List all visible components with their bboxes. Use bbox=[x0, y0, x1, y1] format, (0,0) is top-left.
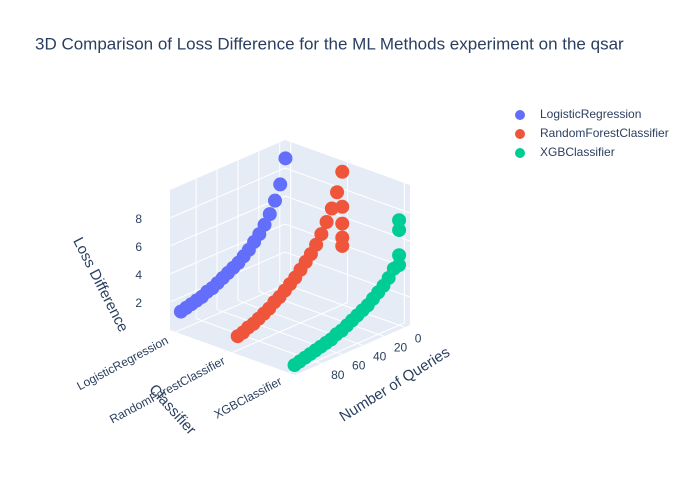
point bbox=[335, 216, 350, 231]
x-tick-label: 0 bbox=[415, 331, 422, 345]
legend-marker bbox=[515, 148, 525, 158]
x-tick-label: 40 bbox=[373, 350, 387, 364]
point bbox=[335, 164, 350, 179]
category-tick-label: XGBClassifier bbox=[212, 374, 285, 421]
point bbox=[273, 177, 288, 192]
point bbox=[319, 214, 334, 229]
x-tick-label: 80 bbox=[331, 368, 345, 382]
point bbox=[173, 304, 188, 319]
point bbox=[262, 207, 277, 222]
grid-line bbox=[232, 302, 348, 353]
legend-marker bbox=[515, 129, 525, 139]
z-tick-label: 8 bbox=[135, 212, 142, 226]
point bbox=[335, 238, 350, 253]
point bbox=[330, 185, 345, 200]
x-tick-label: 60 bbox=[352, 359, 366, 373]
point bbox=[324, 201, 339, 216]
legend-label: LogisticRegression bbox=[540, 107, 641, 121]
chart-title: 3D Comparison of Loss Difference for the… bbox=[35, 34, 624, 53]
left-wall bbox=[170, 140, 285, 330]
grid-line bbox=[169, 195, 286, 247]
z-tick-label: 4 bbox=[135, 268, 142, 282]
point bbox=[335, 199, 350, 214]
legend-label: XGBClassifier bbox=[540, 145, 615, 159]
point bbox=[392, 213, 407, 228]
grid-line bbox=[169, 167, 286, 219]
grid-line bbox=[175, 281, 291, 333]
point bbox=[392, 223, 407, 238]
series bbox=[230, 164, 350, 344]
z-axis-title: Loss Difference bbox=[69, 235, 131, 335]
z-tick-label: 6 bbox=[135, 240, 142, 254]
point bbox=[392, 258, 407, 273]
x-tick-label: 20 bbox=[394, 341, 408, 355]
point bbox=[278, 151, 293, 166]
point bbox=[314, 227, 329, 242]
x-axis-title: Number of Queries bbox=[336, 344, 452, 426]
point bbox=[287, 358, 302, 373]
legend-marker bbox=[515, 110, 525, 120]
z-tick-label: 2 bbox=[135, 296, 142, 310]
point bbox=[392, 248, 407, 263]
series bbox=[173, 151, 293, 319]
grid-line bbox=[289, 322, 405, 374]
series bbox=[287, 213, 407, 373]
point bbox=[268, 193, 282, 208]
point bbox=[230, 329, 245, 344]
legend-label: RandomForestClassifier bbox=[540, 126, 669, 140]
